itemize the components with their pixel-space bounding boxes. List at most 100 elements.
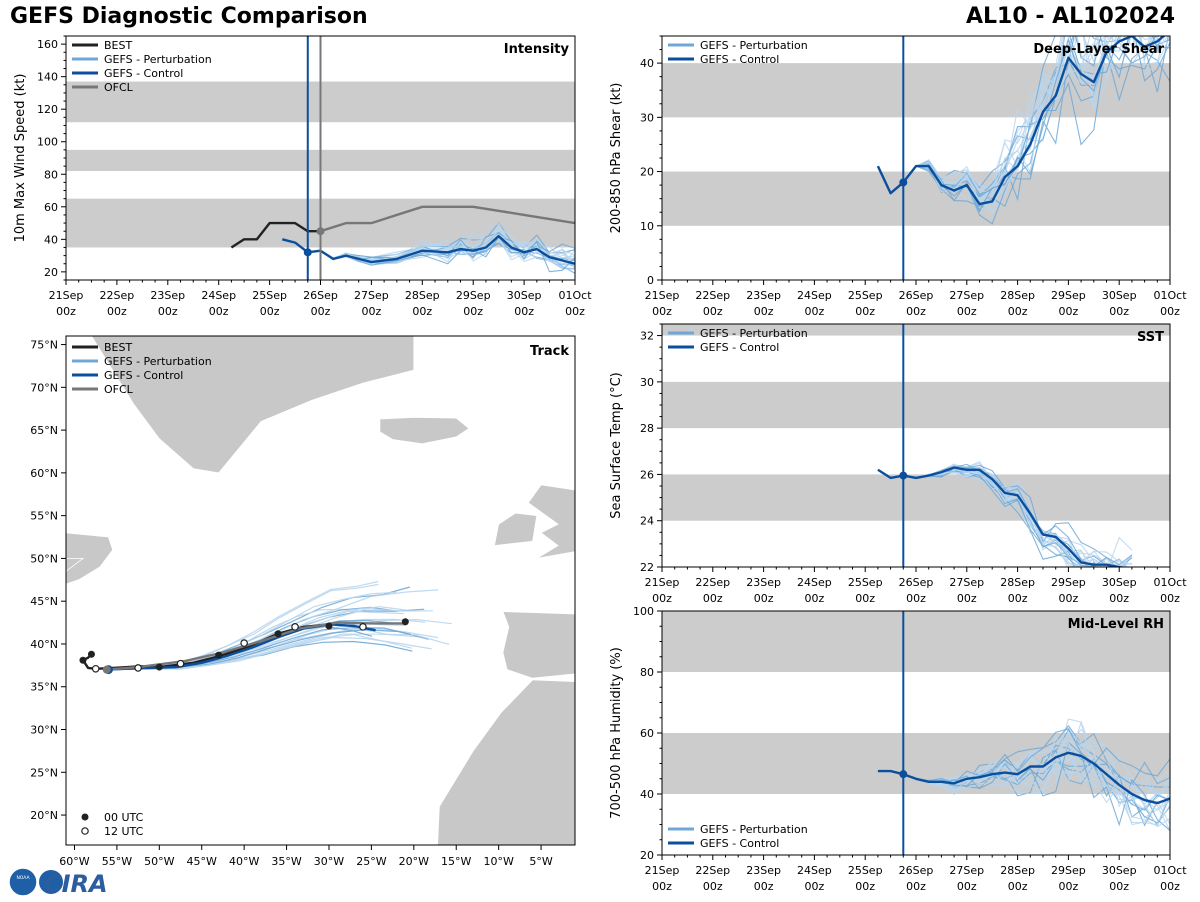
sst-xtick-sublabel: 00z <box>906 592 926 605</box>
intensity-xtick-sublabel: 00z <box>565 305 585 318</box>
intensity-xtick-label: 26Sep <box>303 289 338 302</box>
perturbation-member-line <box>915 36 1163 206</box>
panel-rh: 20 40 60 80 100 21Sep 00z 22Sep 00z 23Sep 00z 24Sep… <box>609 605 1187 893</box>
intensity-xtick-sublabel: 00z <box>209 305 229 318</box>
intensity-series-gefs-control <box>282 234 575 265</box>
sst-xtick-label: 24Sep <box>797 576 832 589</box>
shear-xtick-sublabel: 00z <box>1059 305 1079 318</box>
track-xtick-label: 30°W <box>314 855 344 868</box>
track-ytick-label: 45°N <box>30 595 58 608</box>
intensity-ytick-label: 100 <box>37 136 58 149</box>
legend-label: GEFS - Perturbation <box>700 39 808 52</box>
track-gefs-control <box>108 623 376 671</box>
intensity-xtick-sublabel: 00z <box>362 305 382 318</box>
sst-xtick-sublabel: 00z <box>957 592 977 605</box>
intensity-xtick-label: 28Sep <box>405 289 440 302</box>
sst-frame <box>661 323 1171 568</box>
rh-series-gefs-control <box>877 751 1170 805</box>
legend-label: OFCL <box>104 383 134 396</box>
perturbation-member-line <box>915 728 1170 784</box>
shear-plot-area <box>662 36 1170 226</box>
intensity-xtick-sublabel: 00z <box>158 305 178 318</box>
shear-xtick-label: 26Sep <box>899 289 934 302</box>
track-xtick-label: 35°W <box>271 855 301 868</box>
intensity-ytick-label: 60 <box>44 201 58 214</box>
rh-xtick-sublabel: 00z <box>703 880 723 893</box>
track-point-12utc <box>359 623 367 631</box>
sst-xtick-label: 23Sep <box>746 576 781 589</box>
africa-landmass <box>437 679 575 845</box>
intensity-title: Intensity <box>504 42 570 57</box>
intensity-ytick-label: 140 <box>37 71 58 84</box>
rh-xtick-label: 24Sep <box>797 864 832 877</box>
shear-xtick-label: 23Sep <box>746 289 781 302</box>
rh-ytick-label: 20 <box>640 849 654 862</box>
rh-control-marker <box>899 770 908 779</box>
sst-ytick-label: 24 <box>640 515 654 528</box>
rh-xtick-sublabel: 00z <box>957 880 977 893</box>
legend-label: BEST <box>104 39 132 52</box>
sst-xtick-sublabel: 00z <box>754 592 774 605</box>
track-ytick-label: 70°N <box>30 381 58 394</box>
panel-intensity: 20 40 60 80 100 120 140 160 21Sep 00z 22Sep 00z 23Se… <box>13 35 592 318</box>
legend-label: GEFS - Control <box>700 53 779 66</box>
intensity-xtick-label: 21Sep <box>49 289 84 302</box>
intensity-xtick-sublabel: 00z <box>463 305 483 318</box>
shear-xtick-sublabel: 00z <box>805 305 825 318</box>
perturbation-member-line <box>915 470 1078 567</box>
intensity-ytick-label: 120 <box>37 103 58 116</box>
intensity-xtick-sublabel: 00z <box>412 305 432 318</box>
intensity-control-marker <box>303 248 312 257</box>
shear-xtick-label: 22Sep <box>695 289 730 302</box>
track-point-00utc <box>87 650 95 658</box>
sst-xtick-label: 01Oct <box>1153 576 1187 589</box>
iceland-landmass <box>379 416 470 445</box>
shear-xtick-sublabel: 00z <box>754 305 774 318</box>
sst-xtick-sublabel: 00z <box>652 592 672 605</box>
legend-label: OFCL <box>104 81 134 94</box>
shear-ytick-label: 10 <box>640 220 654 233</box>
track-ytick-label: 50°N <box>30 552 58 565</box>
track-ytick-label: 60°N <box>30 467 58 480</box>
utc00-marker <box>81 813 89 821</box>
track-point-00utc <box>155 663 163 671</box>
rh-plot-area <box>662 611 1170 831</box>
track-xtick-label: 60°W <box>59 855 89 868</box>
shear-xtick-label: 01Oct <box>1153 289 1187 302</box>
intensity-ofcl-marker <box>316 227 325 236</box>
rh-title: Mid-Level RH <box>1068 617 1164 632</box>
sst-xtick-sublabel: 00z <box>1008 592 1028 605</box>
cira-label: CIRA <box>44 870 108 898</box>
legend-label: GEFS - Control <box>104 67 183 80</box>
sst-xtick-sublabel: 00z <box>1059 592 1079 605</box>
rh-xtick-sublabel: 00z <box>906 880 926 893</box>
logos: NOAA CIRA <box>4 866 114 898</box>
shear-xtick-label: 28Sep <box>1000 289 1035 302</box>
sst-ytick-label: 30 <box>640 376 654 389</box>
sst-control-marker <box>899 471 908 480</box>
track-title: Track <box>530 344 569 359</box>
rh-xtick-label: 22Sep <box>695 864 730 877</box>
intensity-xtick-sublabel: 00z <box>514 305 534 318</box>
legend-label: GEFS - Control <box>700 341 779 354</box>
rh-ylabel: 700-500 hPa Humidity (%) <box>609 647 624 819</box>
intensity-xtick-label: 29Sep <box>456 289 491 302</box>
legend-label: GEFS - Control <box>104 369 183 382</box>
rh-xtick-sublabel: 00z <box>1109 880 1129 893</box>
intensity-xtick-sublabel: 00z <box>311 305 331 318</box>
noaa-label: NOAA <box>16 875 30 881</box>
panel-sst: 22 24 26 28 30 32 21Sep 00z 22Sep 00z 23Sep 00z 24Se… <box>609 323 1187 605</box>
track-ytick-label: 55°N <box>30 510 58 523</box>
shear-xtick-sublabel: 00z <box>957 305 977 318</box>
intensity-xtick-label: 23Sep <box>150 289 185 302</box>
track-ytick-label: 35°N <box>30 681 58 694</box>
rh-ytick-label: 80 <box>640 666 654 679</box>
track-perturbation-members <box>108 580 452 671</box>
sst-xtick-sublabel: 00z <box>855 592 875 605</box>
legend-label: GEFS - Control <box>700 837 779 850</box>
shear-xtick-sublabel: 00z <box>1160 305 1180 318</box>
sst-xtick-sublabel: 00z <box>805 592 825 605</box>
track-current-ofcl-point <box>102 665 111 674</box>
